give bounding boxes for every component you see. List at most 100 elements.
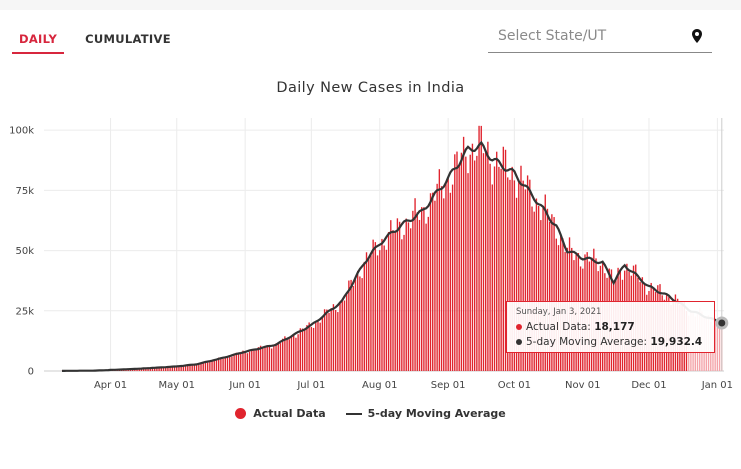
data-bar	[438, 169, 441, 371]
top-strip	[0, 0, 741, 10]
data-bar	[507, 177, 509, 371]
legend-average-label: 5-day Moving Average	[367, 407, 506, 420]
legend-item-average[interactable]: 5-day Moving Average	[345, 407, 506, 420]
data-bar	[458, 165, 460, 371]
data-bar	[330, 308, 332, 371]
data-bar	[341, 299, 343, 371]
legend-item-actual[interactable]: Actual Data	[235, 407, 326, 420]
data-bar	[403, 234, 405, 371]
data-bar	[416, 212, 418, 371]
x-tick-label: Jun 01	[228, 380, 261, 391]
data-bar	[304, 329, 306, 371]
tab-daily[interactable]: DAILY	[12, 26, 65, 54]
data-bar	[489, 163, 491, 371]
data-bar	[718, 323, 721, 371]
data-bar	[540, 220, 542, 371]
data-bar	[268, 346, 271, 371]
data-bar	[290, 335, 293, 371]
tooltip-actual-value: 18,177	[594, 321, 635, 333]
data-bar	[714, 320, 716, 371]
data-bar	[432, 192, 434, 371]
data-bar	[184, 365, 187, 371]
tooltip-actual-row: Actual Data: 18,177	[516, 320, 705, 335]
data-bar	[310, 326, 313, 371]
data-bar	[434, 200, 436, 371]
data-bar	[480, 125, 482, 371]
data-bar	[220, 357, 222, 371]
data-bar	[191, 364, 193, 371]
data-bar	[222, 358, 224, 371]
data-bar	[337, 312, 339, 371]
data-bar	[421, 207, 423, 371]
data-bar	[427, 216, 429, 371]
data-bar	[215, 359, 218, 371]
y-tick-label: 50k	[15, 246, 34, 257]
actual-dot-icon	[516, 324, 522, 330]
data-bar	[515, 197, 518, 371]
data-bar	[160, 367, 162, 371]
data-bar	[478, 125, 480, 371]
data-bar	[138, 368, 140, 371]
data-bar	[368, 258, 370, 371]
tab-cumulative[interactable]: CUMULATIVE	[85, 32, 171, 46]
data-bar	[326, 309, 328, 371]
data-bar	[151, 367, 154, 371]
data-bar	[370, 254, 372, 371]
data-bar	[231, 356, 233, 371]
data-bar	[253, 350, 255, 371]
data-bar	[279, 343, 282, 371]
y-tick-label: 75k	[15, 186, 34, 197]
data-bar	[544, 194, 546, 371]
data-bar	[449, 192, 452, 371]
data-bar	[295, 337, 297, 371]
y-tick-label: 100k	[9, 126, 34, 137]
data-bar	[255, 350, 257, 371]
data-bar	[213, 360, 215, 371]
tooltip-average-row: 5-day Moving Average: 19,932.4	[516, 335, 705, 350]
data-bar	[445, 182, 447, 371]
data-bar	[204, 362, 207, 371]
data-bar	[211, 360, 213, 371]
data-bar	[264, 347, 266, 371]
tooltip-average-value: 19,932.4	[650, 336, 703, 348]
data-bar	[319, 322, 321, 371]
data-bar	[414, 198, 416, 371]
chart-legend: Actual Data 5-day Moving Average	[0, 407, 741, 420]
data-bar	[233, 353, 235, 371]
state-select[interactable]: Select State/UT	[488, 22, 712, 53]
data-bar	[317, 320, 319, 371]
data-bar	[308, 322, 310, 371]
data-bar	[198, 364, 200, 371]
data-bar	[281, 338, 284, 371]
data-bar	[546, 208, 549, 371]
data-bar	[224, 357, 226, 371]
data-bar	[169, 366, 171, 371]
data-bar	[531, 206, 533, 371]
data-bar	[242, 350, 244, 371]
data-bar	[376, 255, 379, 371]
state-select-placeholder: Select State/UT	[498, 28, 607, 44]
data-bar	[398, 221, 401, 371]
data-bar	[171, 366, 174, 371]
data-bar	[520, 165, 522, 371]
data-bar	[297, 334, 299, 371]
data-bar	[412, 210, 414, 371]
data-bar	[467, 173, 469, 371]
data-bar	[226, 356, 229, 371]
data-bar	[176, 366, 178, 371]
data-bar	[142, 368, 145, 371]
data-bar	[361, 278, 363, 371]
data-bar	[542, 207, 544, 371]
data-bar	[147, 368, 149, 371]
data-bar	[193, 363, 196, 371]
data-bar	[498, 166, 500, 371]
data-bar	[405, 218, 407, 371]
data-bar	[476, 155, 478, 371]
data-bar	[500, 168, 502, 371]
data-bar	[182, 366, 185, 371]
data-bar	[504, 149, 507, 371]
data-bar	[511, 166, 513, 371]
x-tick-label: Sep 01	[431, 380, 466, 391]
data-bar	[518, 181, 520, 371]
data-bar	[315, 321, 317, 371]
